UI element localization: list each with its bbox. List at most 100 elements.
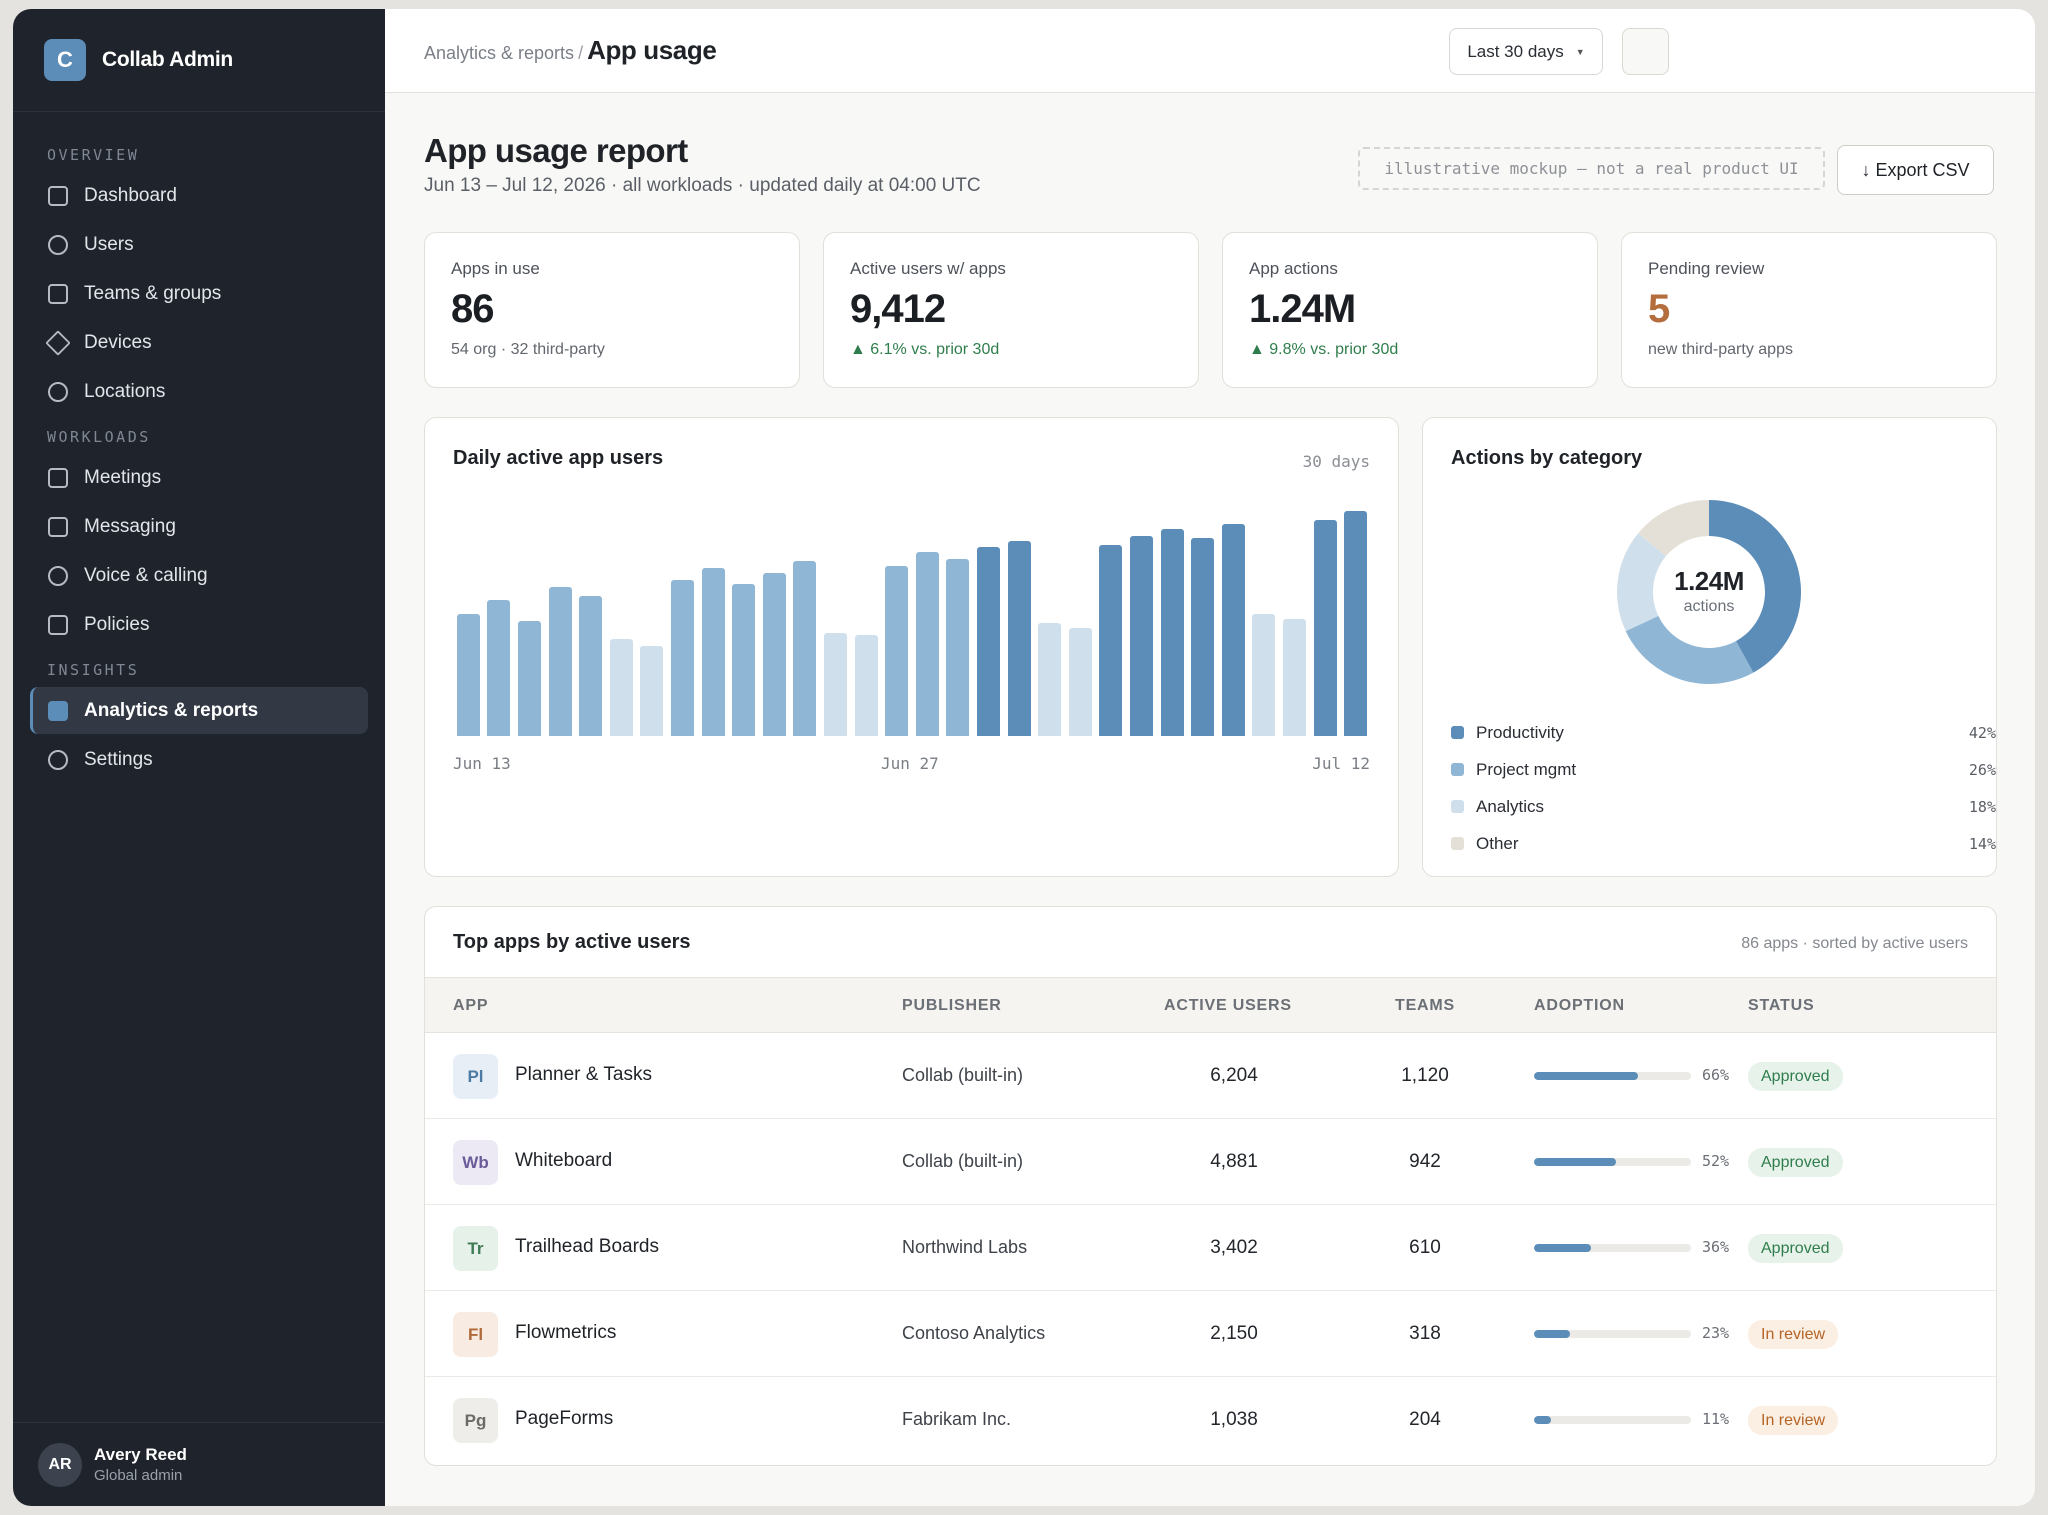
- bar-day-3: [518, 621, 541, 736]
- sidebar-item-users[interactable]: Users: [30, 221, 368, 268]
- main-panel: Analytics & reports / App usage Last 30 …: [385, 9, 2035, 1506]
- column-header-active-users[interactable]: ACTIVE USERS: [1164, 997, 1292, 1014]
- topbar-action-button[interactable]: [1622, 28, 1669, 75]
- breadcrumb-separator: /: [578, 43, 584, 63]
- table-row[interactable]: Fl Flowmetrics Contoso Analytics 2,150 3…: [425, 1291, 1996, 1377]
- kpi-trend: ▲ 6.1% vs. prior 30d: [850, 341, 1000, 358]
- bar-day-23: [1130, 535, 1153, 736]
- active-users-value: 2,150: [1210, 1323, 1258, 1344]
- bar-day-1: [456, 614, 480, 736]
- teams-value: 610: [1409, 1237, 1441, 1258]
- adoption-bar-fill: [1534, 1330, 1571, 1338]
- sidebar-item-label: Locations: [84, 380, 166, 402]
- active-users-value: 3,402: [1210, 1237, 1258, 1258]
- mockup-tag: illustrative mockup — not a real product…: [1358, 147, 1825, 190]
- app-name[interactable]: Trailhead Boards: [515, 1236, 659, 1257]
- kpi-card-active-users: Active users w/ apps 9,412 ▲ 6.1% vs. pr…: [823, 232, 1199, 388]
- sidebar-item-voice-calling[interactable]: Voice & calling: [30, 552, 368, 599]
- sidebar-item-label: Meetings: [84, 466, 162, 488]
- bar-day-7: [640, 646, 664, 736]
- section-label-workloads: WORKLOADS: [47, 428, 151, 446]
- status-badge: In review: [1748, 1406, 1839, 1435]
- sidebar-item-policies[interactable]: Policies: [30, 601, 368, 648]
- table-header: APP PUBLISHER ACTIVE USERS TEAMS ADOPTIO…: [425, 977, 1996, 1033]
- bar-area: [453, 506, 1371, 736]
- legend-label: Other: [1476, 833, 1519, 853]
- legend-value: 14%: [1968, 834, 1996, 853]
- sidebar-item-settings[interactable]: Settings: [30, 736, 368, 783]
- kpi-value: 1.24M: [1249, 287, 1356, 331]
- brand-name: Collab Admin: [102, 48, 233, 71]
- sidebar-item-dashboard[interactable]: Dashboard: [30, 172, 368, 219]
- column-header-publisher[interactable]: PUBLISHER: [902, 997, 1002, 1014]
- sidebar-item-label: Dashboard: [84, 184, 177, 206]
- sidebar-item-messaging[interactable]: Messaging: [30, 503, 368, 550]
- app-name[interactable]: Flowmetrics: [515, 1322, 617, 1343]
- active-users-value: 1,038: [1210, 1409, 1258, 1430]
- status-badge: Approved: [1748, 1234, 1843, 1263]
- teams-value: 318: [1409, 1323, 1441, 1344]
- table-row[interactable]: Wb Whiteboard Collab (built-in) 4,881 94…: [425, 1119, 1996, 1205]
- column-header-teams[interactable]: TEAMS: [1395, 997, 1455, 1014]
- square-icon: [48, 516, 68, 537]
- bar-day-16: [915, 552, 939, 736]
- kpi-card-pending-review: Pending review 5 new third-party apps: [1621, 232, 1997, 388]
- donut-slice-other: [1638, 500, 1709, 557]
- app-name[interactable]: PageForms: [515, 1408, 614, 1429]
- active-users-value: 6,204: [1210, 1065, 1258, 1086]
- column-header-app[interactable]: APP: [453, 997, 489, 1014]
- donut-slice-analytics: [1617, 533, 1666, 632]
- export-csv-button[interactable]: ↓ Export CSV: [1837, 145, 1994, 195]
- sidebar-item-devices[interactable]: Devices: [30, 319, 368, 366]
- legend: Productivity 42% Project mgmt 26% Analytic…: [1451, 714, 1996, 862]
- user-name: Avery Reed: [94, 1445, 187, 1464]
- sidebar-item-locations[interactable]: Locations: [30, 368, 368, 415]
- app-icon: Tr: [453, 1226, 498, 1271]
- table-row[interactable]: Pg PageForms Fabrikam Inc. 1,038 204 11%…: [425, 1377, 1996, 1463]
- kpi-label: Apps in use: [451, 259, 540, 278]
- sidebar-item-label: Messaging: [84, 515, 176, 537]
- breadcrumb-parent[interactable]: Analytics & reports: [424, 43, 575, 63]
- table-row[interactable]: Tr Trailhead Boards Northwind Labs 3,402…: [425, 1205, 1996, 1291]
- bar-day-21: [1068, 627, 1092, 736]
- adoption-bar: [1534, 1158, 1691, 1166]
- bar-day-28: [1283, 618, 1306, 736]
- breadcrumb: Analytics & reports / App usage: [424, 35, 717, 66]
- app-name[interactable]: Whiteboard: [515, 1150, 613, 1171]
- top-apps-table: Top apps by active users 86 apps · sorte…: [424, 906, 1997, 1466]
- column-header-status[interactable]: STATUS: [1748, 997, 1815, 1014]
- bar-day-8: [671, 579, 694, 736]
- brand[interactable]: C Collab Admin: [13, 9, 385, 112]
- bar-day-13: [824, 632, 847, 736]
- chart-period: 30 days: [1302, 452, 1370, 471]
- sidebar-item-analytics-reports[interactable]: Analytics & reports: [30, 687, 368, 734]
- donut: 1.24M actions: [1613, 496, 1805, 688]
- column-header-adoption[interactable]: ADOPTION: [1534, 997, 1625, 1014]
- sidebar-item-meetings[interactable]: Meetings: [30, 454, 368, 501]
- table-row[interactable]: Pl Planner & Tasks Collab (built-in) 6,2…: [425, 1033, 1996, 1119]
- donut-slice-project-mgmt: [1625, 615, 1754, 684]
- sidebar-nav: OVERVIEW Dashboard Users Teams & groups …: [13, 112, 385, 783]
- sidebar-item-teams-groups[interactable]: Teams & groups: [30, 270, 368, 317]
- bar-day-27: [1252, 614, 1276, 736]
- bar-day-15: [885, 565, 909, 736]
- date-range-dropdown[interactable]: Last 30 days ▼: [1449, 28, 1603, 75]
- breadcrumb-current: App usage: [587, 35, 717, 65]
- app-icon: Wb: [453, 1140, 498, 1185]
- bar-day-29: [1313, 519, 1337, 736]
- kpi-label: Pending review: [1648, 259, 1765, 278]
- adoption-bar-fill: [1534, 1072, 1638, 1080]
- sidebar-item-label: Settings: [84, 748, 153, 770]
- bar-day-12: [793, 561, 817, 736]
- circle-icon: [48, 381, 68, 402]
- diamond-icon: [45, 329, 71, 356]
- legend-swatch: [1451, 837, 1464, 850]
- brand-logo: C: [44, 39, 86, 81]
- square-icon: [48, 283, 68, 304]
- sidebar-item-label: Teams & groups: [84, 282, 222, 304]
- app-name[interactable]: Planner & Tasks: [515, 1064, 652, 1085]
- active-users-value: 4,881: [1210, 1151, 1258, 1172]
- page-subtitle: Jun 13 – Jul 12, 2026 · all workloads · …: [424, 175, 981, 196]
- user-profile[interactable]: AR Avery Reed Global admin: [13, 1422, 385, 1506]
- circle-icon: [48, 749, 68, 770]
